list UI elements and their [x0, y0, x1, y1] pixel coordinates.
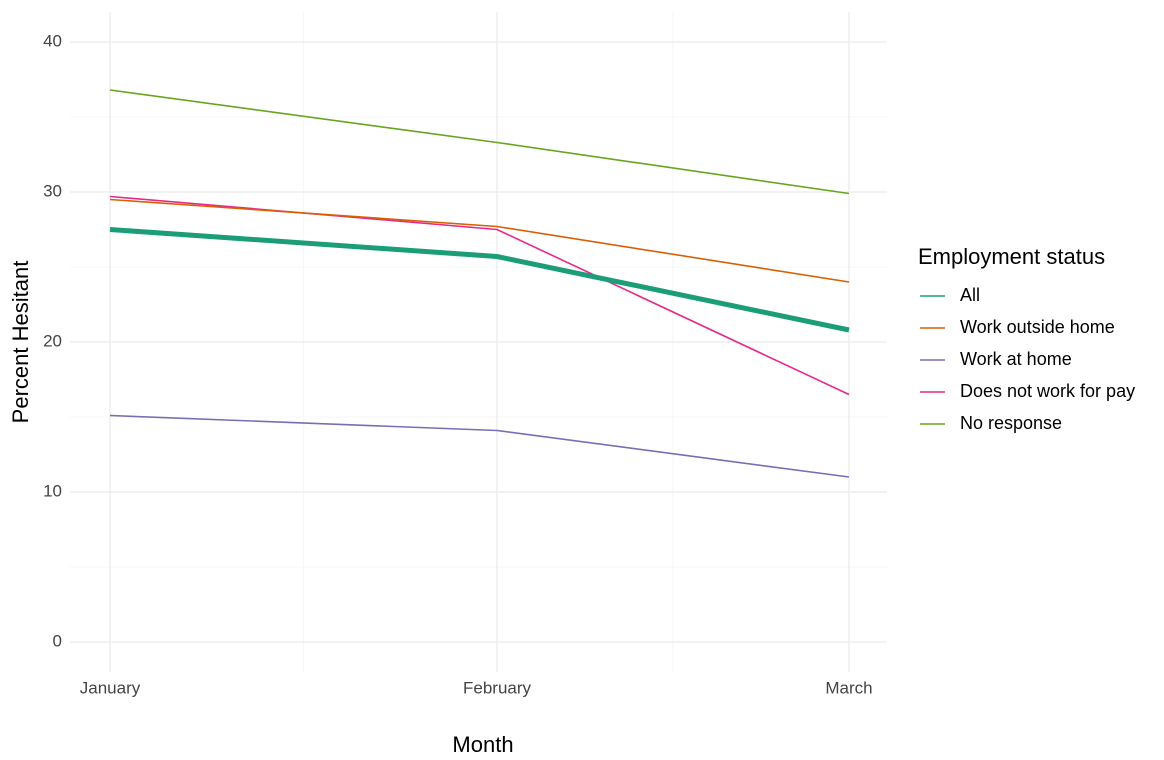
x-tick-label: March [825, 678, 872, 697]
legend-label: No response [960, 413, 1062, 433]
y-tick-label: 20 [43, 331, 62, 350]
series-line [109, 89, 850, 195]
legend-label: Work at home [960, 349, 1072, 369]
y-tick-label: 30 [43, 181, 62, 200]
y-tick-label: 10 [43, 481, 62, 500]
series-line [109, 198, 850, 283]
legend-label: Work outside home [960, 317, 1115, 337]
y-tick-label: 0 [53, 631, 62, 650]
legend-label: Does not work for pay [960, 381, 1135, 401]
x-axis-title: Month [452, 732, 513, 757]
series-line [109, 195, 850, 396]
x-tick-label: January [80, 678, 141, 697]
y-axis-title: Percent Hesitant [8, 261, 33, 424]
legend-title: Employment status [918, 244, 1105, 269]
series-line [109, 414, 850, 478]
legend-label: All [960, 285, 980, 305]
x-tick-label: February [463, 678, 532, 697]
y-tick-label: 40 [43, 31, 62, 50]
series-line [109, 227, 850, 333]
